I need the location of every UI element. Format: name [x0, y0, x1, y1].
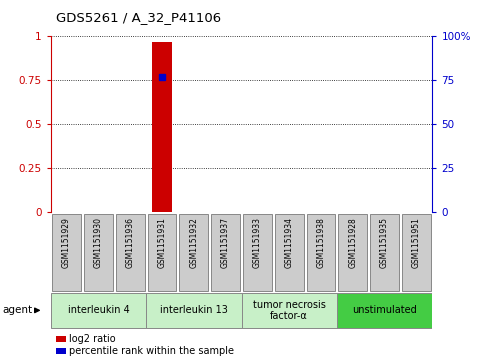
Text: unstimulated: unstimulated [352, 305, 417, 315]
FancyBboxPatch shape [337, 293, 432, 328]
Text: GSM1151935: GSM1151935 [380, 217, 389, 268]
Text: GSM1151937: GSM1151937 [221, 217, 230, 268]
FancyBboxPatch shape [242, 293, 337, 328]
Text: GSM1151931: GSM1151931 [157, 217, 167, 268]
FancyBboxPatch shape [307, 214, 335, 291]
Bar [56, 336, 66, 342]
Bar [153, 42, 171, 212]
FancyBboxPatch shape [211, 214, 240, 291]
Text: interleukin 4: interleukin 4 [68, 305, 129, 315]
Text: GSM1151938: GSM1151938 [316, 217, 326, 268]
FancyBboxPatch shape [243, 214, 272, 291]
Text: percentile rank within the sample: percentile rank within the sample [69, 346, 234, 356]
FancyBboxPatch shape [180, 214, 208, 291]
FancyBboxPatch shape [339, 214, 367, 291]
Text: GSM1151928: GSM1151928 [348, 217, 357, 268]
Text: tumor necrosis
factor-α: tumor necrosis factor-α [253, 299, 326, 321]
Text: log2 ratio: log2 ratio [69, 334, 116, 344]
FancyBboxPatch shape [52, 214, 81, 291]
Text: GDS5261 / A_32_P41106: GDS5261 / A_32_P41106 [56, 11, 221, 24]
FancyBboxPatch shape [370, 214, 399, 291]
FancyBboxPatch shape [51, 293, 146, 328]
FancyBboxPatch shape [116, 214, 144, 291]
Text: GSM1151936: GSM1151936 [126, 217, 135, 268]
Text: GSM1151932: GSM1151932 [189, 217, 199, 268]
FancyBboxPatch shape [148, 214, 176, 291]
FancyBboxPatch shape [402, 214, 431, 291]
FancyBboxPatch shape [275, 214, 303, 291]
Bar [56, 348, 66, 354]
Text: GSM1151930: GSM1151930 [94, 217, 103, 268]
Text: GSM1151933: GSM1151933 [253, 217, 262, 268]
Text: GSM1151951: GSM1151951 [412, 217, 421, 268]
Text: GSM1151929: GSM1151929 [62, 217, 71, 268]
Text: GSM1151934: GSM1151934 [284, 217, 294, 268]
FancyBboxPatch shape [146, 293, 242, 328]
Text: agent: agent [2, 305, 32, 315]
FancyBboxPatch shape [84, 214, 113, 291]
Text: interleukin 13: interleukin 13 [160, 305, 228, 315]
